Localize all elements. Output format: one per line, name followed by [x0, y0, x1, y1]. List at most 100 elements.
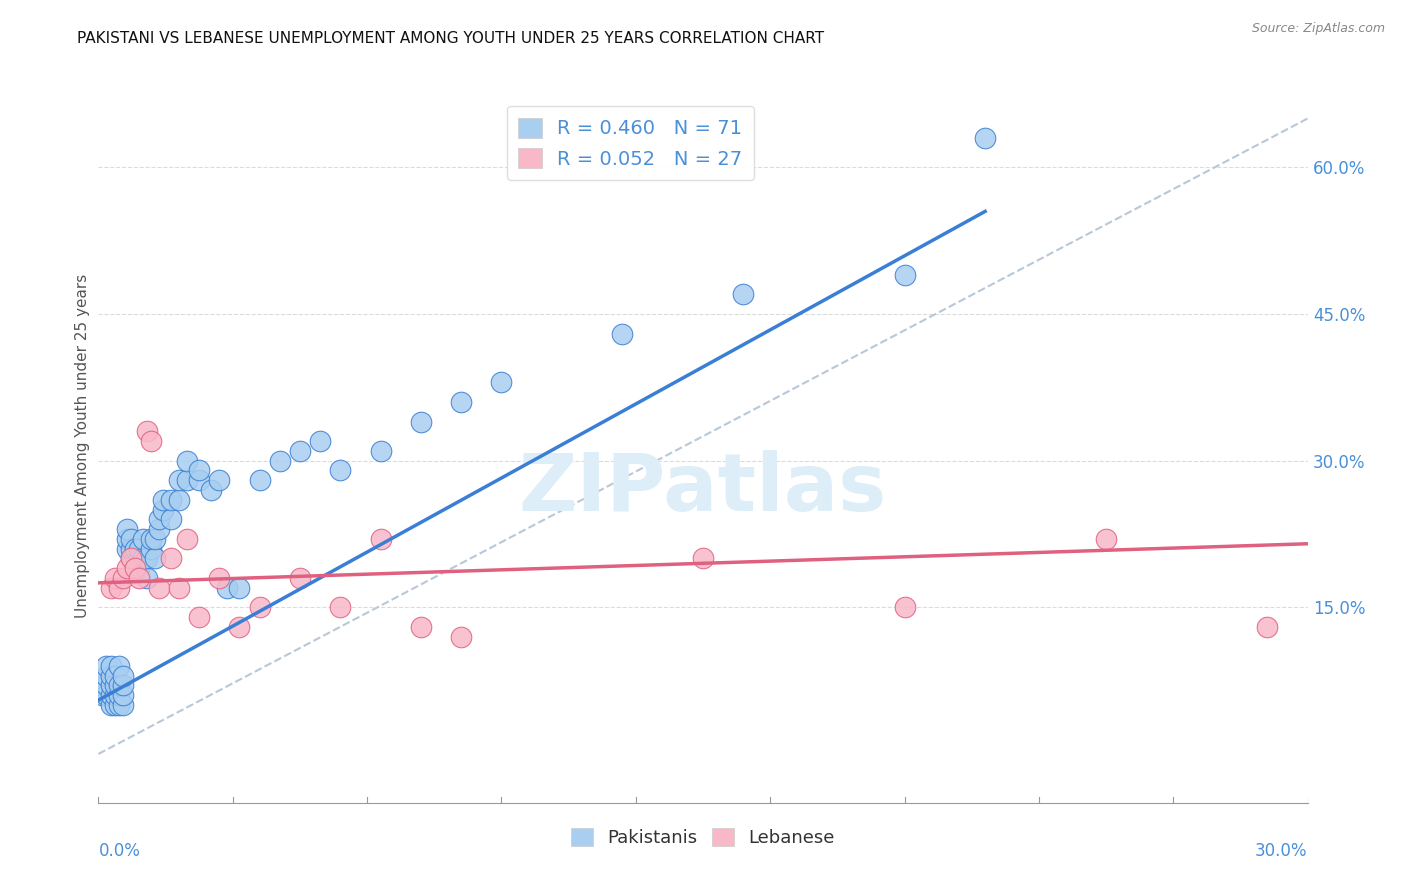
- Point: [107, 659, 129, 673]
- Point: [107, 581, 129, 595]
- Point: [152, 492, 174, 507]
- Point: [100, 669, 122, 683]
- Point: [249, 600, 271, 615]
- Point: [160, 512, 183, 526]
- Point: [370, 532, 392, 546]
- Legend: Pakistanis, Lebanese: Pakistanis, Lebanese: [564, 821, 842, 855]
- Point: [288, 443, 311, 458]
- Point: [103, 678, 125, 692]
- Point: [120, 551, 142, 566]
- Point: [309, 434, 332, 449]
- Point: [893, 600, 915, 615]
- Point: [217, 581, 239, 595]
- Point: [974, 131, 997, 145]
- Point: [107, 688, 129, 702]
- Point: [139, 434, 162, 449]
- Text: ZIPatlas: ZIPatlas: [519, 450, 887, 528]
- Text: PAKISTANI VS LEBANESE UNEMPLOYMENT AMONG YOUTH UNDER 25 YEARS CORRELATION CHART: PAKISTANI VS LEBANESE UNEMPLOYMENT AMONG…: [77, 31, 824, 46]
- Point: [120, 551, 142, 566]
- Point: [893, 268, 915, 282]
- Point: [228, 620, 250, 634]
- Point: [1256, 620, 1278, 634]
- Point: [135, 425, 157, 439]
- Point: [188, 610, 211, 624]
- Point: [148, 512, 170, 526]
- Point: [228, 581, 250, 595]
- Point: [96, 669, 118, 683]
- Point: [143, 551, 166, 566]
- Point: [148, 522, 170, 536]
- Point: [370, 443, 392, 458]
- Point: [111, 669, 134, 683]
- Point: [107, 678, 129, 692]
- Point: [132, 551, 155, 566]
- Point: [139, 532, 162, 546]
- Point: [111, 678, 134, 692]
- Point: [329, 463, 352, 477]
- Point: [100, 659, 122, 673]
- Point: [107, 698, 129, 712]
- Point: [100, 678, 122, 692]
- Point: [103, 688, 125, 702]
- Point: [160, 492, 183, 507]
- Point: [120, 541, 142, 556]
- Point: [103, 669, 125, 683]
- Point: [91, 678, 114, 692]
- Point: [103, 698, 125, 712]
- Point: [111, 571, 134, 585]
- Text: 0.0%: 0.0%: [98, 842, 141, 860]
- Point: [612, 326, 634, 341]
- Y-axis label: Unemployment Among Youth under 25 years: Unemployment Among Youth under 25 years: [75, 274, 90, 618]
- Point: [135, 571, 157, 585]
- Point: [135, 551, 157, 566]
- Point: [269, 453, 291, 467]
- Point: [208, 473, 231, 487]
- Point: [288, 571, 311, 585]
- Point: [100, 581, 122, 595]
- Point: [409, 415, 432, 429]
- Point: [115, 561, 138, 575]
- Point: [176, 532, 198, 546]
- Point: [128, 571, 150, 585]
- Point: [409, 620, 432, 634]
- Text: 30.0%: 30.0%: [1256, 842, 1308, 860]
- Point: [91, 688, 114, 702]
- Point: [450, 630, 472, 644]
- Point: [249, 473, 271, 487]
- Text: Source: ZipAtlas.com: Source: ZipAtlas.com: [1251, 22, 1385, 36]
- Point: [124, 561, 146, 575]
- Point: [124, 541, 146, 556]
- Point: [103, 571, 125, 585]
- Point: [96, 659, 118, 673]
- Point: [111, 688, 134, 702]
- Point: [100, 698, 122, 712]
- Point: [188, 463, 211, 477]
- Point: [115, 541, 138, 556]
- Point: [167, 473, 190, 487]
- Point: [139, 541, 162, 556]
- Point: [491, 376, 513, 390]
- Point: [111, 698, 134, 712]
- Point: [115, 522, 138, 536]
- Point: [132, 532, 155, 546]
- Point: [176, 473, 198, 487]
- Point: [733, 287, 755, 301]
- Point: [188, 473, 211, 487]
- Point: [167, 492, 190, 507]
- Point: [128, 551, 150, 566]
- Point: [167, 581, 190, 595]
- Point: [124, 551, 146, 566]
- Point: [152, 502, 174, 516]
- Point: [692, 551, 714, 566]
- Point: [96, 678, 118, 692]
- Point: [200, 483, 222, 497]
- Point: [160, 551, 183, 566]
- Point: [329, 600, 352, 615]
- Point: [148, 581, 170, 595]
- Point: [143, 532, 166, 546]
- Point: [115, 532, 138, 546]
- Point: [100, 688, 122, 702]
- Point: [96, 688, 118, 702]
- Point: [128, 541, 150, 556]
- Point: [1095, 532, 1118, 546]
